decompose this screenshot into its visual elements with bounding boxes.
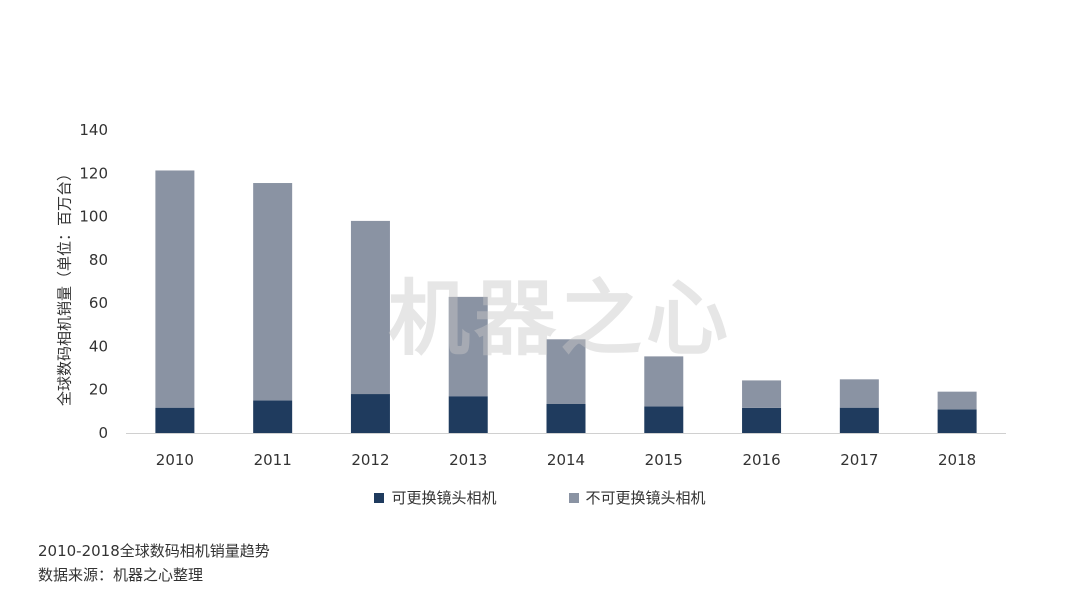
- legend-item-interchangeable: 可更换镜头相机: [374, 487, 497, 508]
- bar-fixed-lens: [155, 170, 195, 408]
- y-axis-label: 全球数码相机销量（单位：百万台）: [55, 165, 74, 407]
- y-tick-label: 100: [79, 208, 108, 226]
- watermark: 机器之心: [388, 272, 733, 367]
- bar-fixed-lens: [546, 339, 586, 404]
- y-tick-label: 40: [89, 337, 108, 355]
- x-tick-label: 2011: [254, 451, 292, 469]
- bar-fixed-lens: [644, 356, 684, 407]
- x-tick-label: 2015: [645, 451, 683, 469]
- y-tick-label: 20: [89, 381, 108, 399]
- x-tick-label: 2012: [351, 451, 389, 469]
- bar-fixed-lens: [253, 183, 293, 401]
- bar-interchangeable-lens: [350, 394, 390, 433]
- y-tick-label: 80: [89, 251, 108, 269]
- x-tick-label: 2016: [742, 451, 780, 469]
- x-tick-label: 2017: [840, 451, 878, 469]
- y-tick-label: 140: [79, 121, 108, 139]
- bar-fixed-lens: [448, 296, 488, 397]
- bar-fixed-lens: [350, 220, 390, 395]
- bar-fixed-lens: [937, 391, 977, 410]
- y-tick-label: 60: [89, 294, 108, 312]
- legend-item-fixed-lens: 不可更换镜头相机: [568, 487, 706, 508]
- bar-interchangeable-lens: [839, 407, 879, 433]
- y-tick-label: 120: [79, 164, 108, 182]
- legend-swatch-interchangeable: [374, 492, 385, 503]
- bar-interchangeable-lens: [644, 406, 684, 433]
- legend-label-interchangeable: 可更换镜头相机: [391, 489, 497, 507]
- x-tick-label: 2014: [547, 451, 585, 469]
- bar-interchangeable-lens: [937, 409, 977, 433]
- y-tick-label: 0: [98, 424, 108, 442]
- chart-caption-source: 数据来源：机器之心整理: [38, 566, 204, 584]
- bar-interchangeable-lens: [546, 403, 586, 433]
- x-tick-label: 2013: [449, 451, 487, 469]
- legend-swatch-fixed-lens: [568, 492, 579, 503]
- bar-fixed-lens: [839, 379, 879, 408]
- x-tick-label: 2018: [938, 451, 976, 469]
- bar-interchangeable-lens: [448, 396, 488, 433]
- legend: 可更换镜头相机 不可更换镜头相机: [0, 487, 1080, 508]
- bar-interchangeable-lens: [155, 407, 195, 433]
- legend-label-fixed-lens: 不可更换镜头相机: [585, 489, 706, 507]
- bar-fixed-lens: [742, 380, 782, 408]
- bar-interchangeable-lens: [742, 407, 782, 433]
- chart-caption-title: 2010-2018全球数码相机销量趋势: [38, 542, 270, 560]
- x-tick-label: 2010: [156, 451, 194, 469]
- bar-interchangeable-lens: [253, 400, 293, 433]
